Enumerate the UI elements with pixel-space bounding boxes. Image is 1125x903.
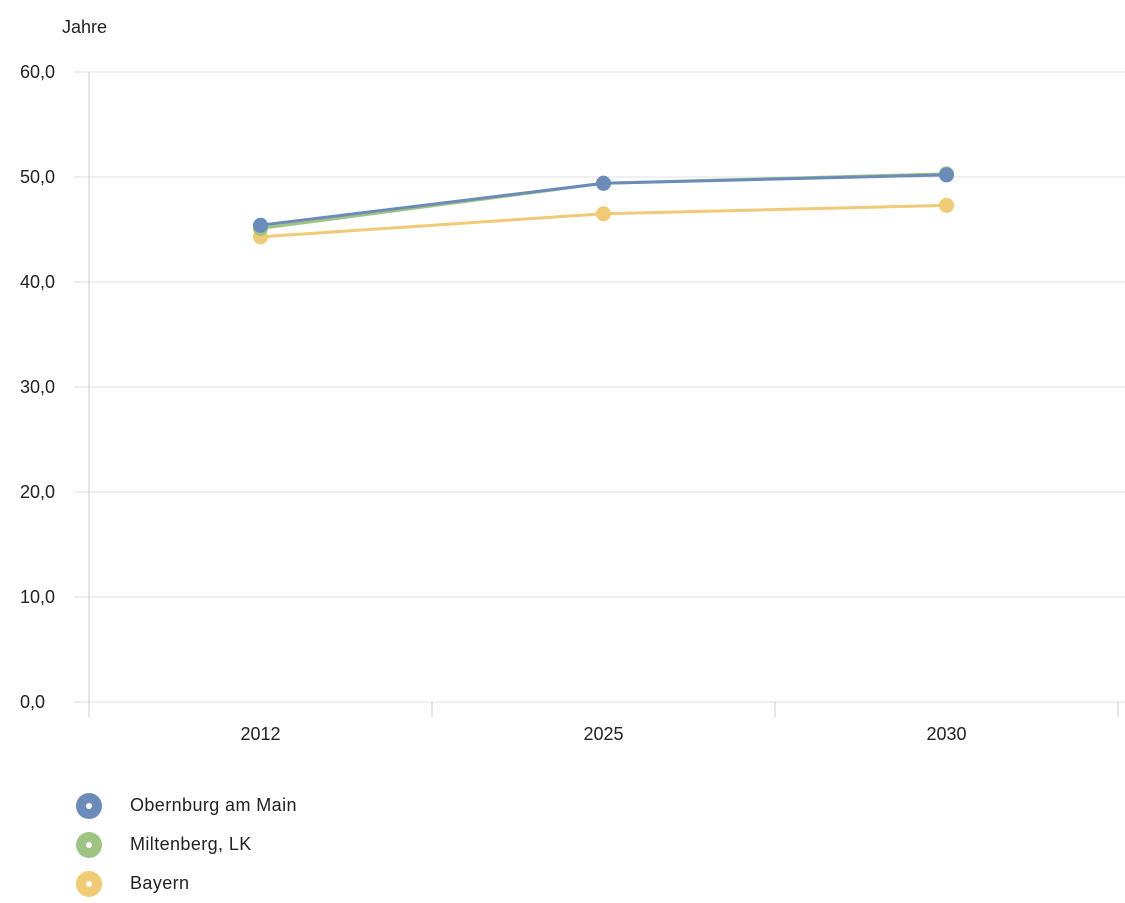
legend-marker-icon	[76, 832, 102, 858]
y-axis-tick-labels: 0,0 10,0 20,0 30,0 40,0 50,0 60,0	[20, 62, 55, 712]
y-tick-label: 0,0	[20, 692, 45, 712]
data-point[interactable]	[939, 198, 954, 213]
data-point[interactable]	[596, 206, 611, 221]
legend-label: Miltenberg, LK	[130, 834, 252, 855]
y-tick-label: 50,0	[20, 167, 55, 187]
x-tick-label: 2030	[926, 724, 966, 744]
y-tick-label: 20,0	[20, 482, 55, 502]
y-tick-label: 60,0	[20, 62, 55, 82]
legend-label: Bayern	[130, 873, 189, 894]
data-point[interactable]	[596, 176, 611, 191]
axes	[89, 72, 1118, 717]
y-axis-unit-label: Jahre	[62, 17, 107, 37]
legend: Obernburg am Main Miltenberg, LK Bayern	[76, 786, 297, 903]
data-point[interactable]	[939, 167, 954, 182]
legend-item-bayern[interactable]: Bayern	[76, 864, 297, 903]
legend-item-obernburg[interactable]: Obernburg am Main	[76, 786, 297, 825]
y-tick-label: 10,0	[20, 587, 55, 607]
data-point[interactable]	[253, 218, 268, 233]
y-tick-label: 40,0	[20, 272, 55, 292]
x-axis-tick-labels: 2012 2025 2030	[240, 724, 966, 744]
legend-marker-icon	[76, 793, 102, 819]
legend-label: Obernburg am Main	[130, 795, 297, 816]
legend-marker-icon	[76, 871, 102, 897]
x-tick-label: 2012	[240, 724, 280, 744]
legend-item-miltenberg[interactable]: Miltenberg, LK	[76, 825, 297, 864]
series-bayern	[253, 198, 954, 245]
y-tick-label: 30,0	[20, 377, 55, 397]
x-tick-label: 2025	[583, 724, 623, 744]
gridlines	[74, 72, 1125, 702]
line-chart: Jahre 0,010,020,030,040,050,060,0 2012 20…	[0, 0, 1125, 780]
series-group	[253, 166, 954, 244]
